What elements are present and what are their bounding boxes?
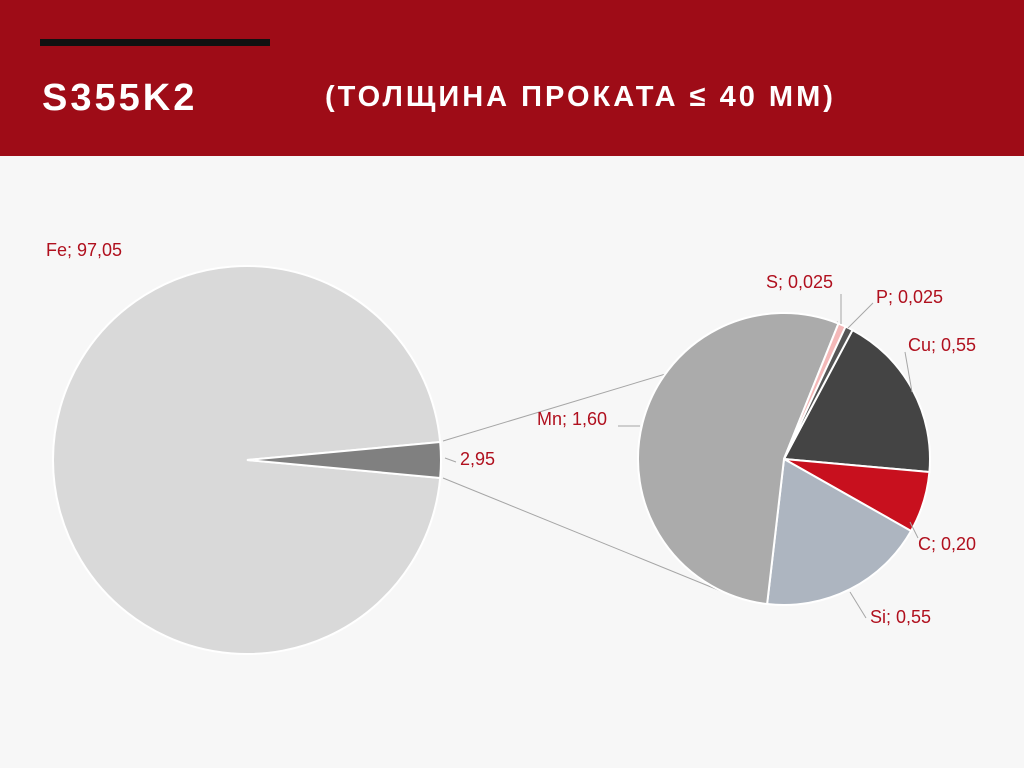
subtitle: (ТОЛЩИНА ПРОКАТА ≤ 40 ММ) — [325, 81, 836, 113]
header-bar — [40, 39, 270, 46]
data-label: Cu; 0,55 — [908, 335, 976, 355]
leader-line — [904, 351, 913, 393]
pie-slice — [782, 328, 931, 474]
title: S355K2 — [42, 77, 197, 119]
leader-line — [909, 521, 919, 539]
header — [0, 0, 1024, 156]
pie-slice — [765, 457, 913, 606]
connector — [442, 477, 739, 599]
data-label: Mn; 1,60 — [537, 409, 607, 429]
data-label: P; 0,025 — [876, 287, 943, 307]
pie-slice — [783, 325, 854, 460]
data-label: Fe; 97,05 — [46, 240, 122, 260]
data-label: C; 0,20 — [918, 534, 976, 554]
leader-line — [444, 457, 457, 463]
pie-slice — [52, 265, 442, 655]
leader-line — [849, 591, 867, 619]
data-label: Si; 0,55 — [870, 607, 931, 627]
leader-line — [847, 302, 874, 329]
pie-slice — [637, 312, 840, 606]
pie-slice — [246, 440, 442, 480]
data-label: 2,95 — [460, 449, 495, 469]
data-label: S; 0,025 — [766, 272, 833, 292]
